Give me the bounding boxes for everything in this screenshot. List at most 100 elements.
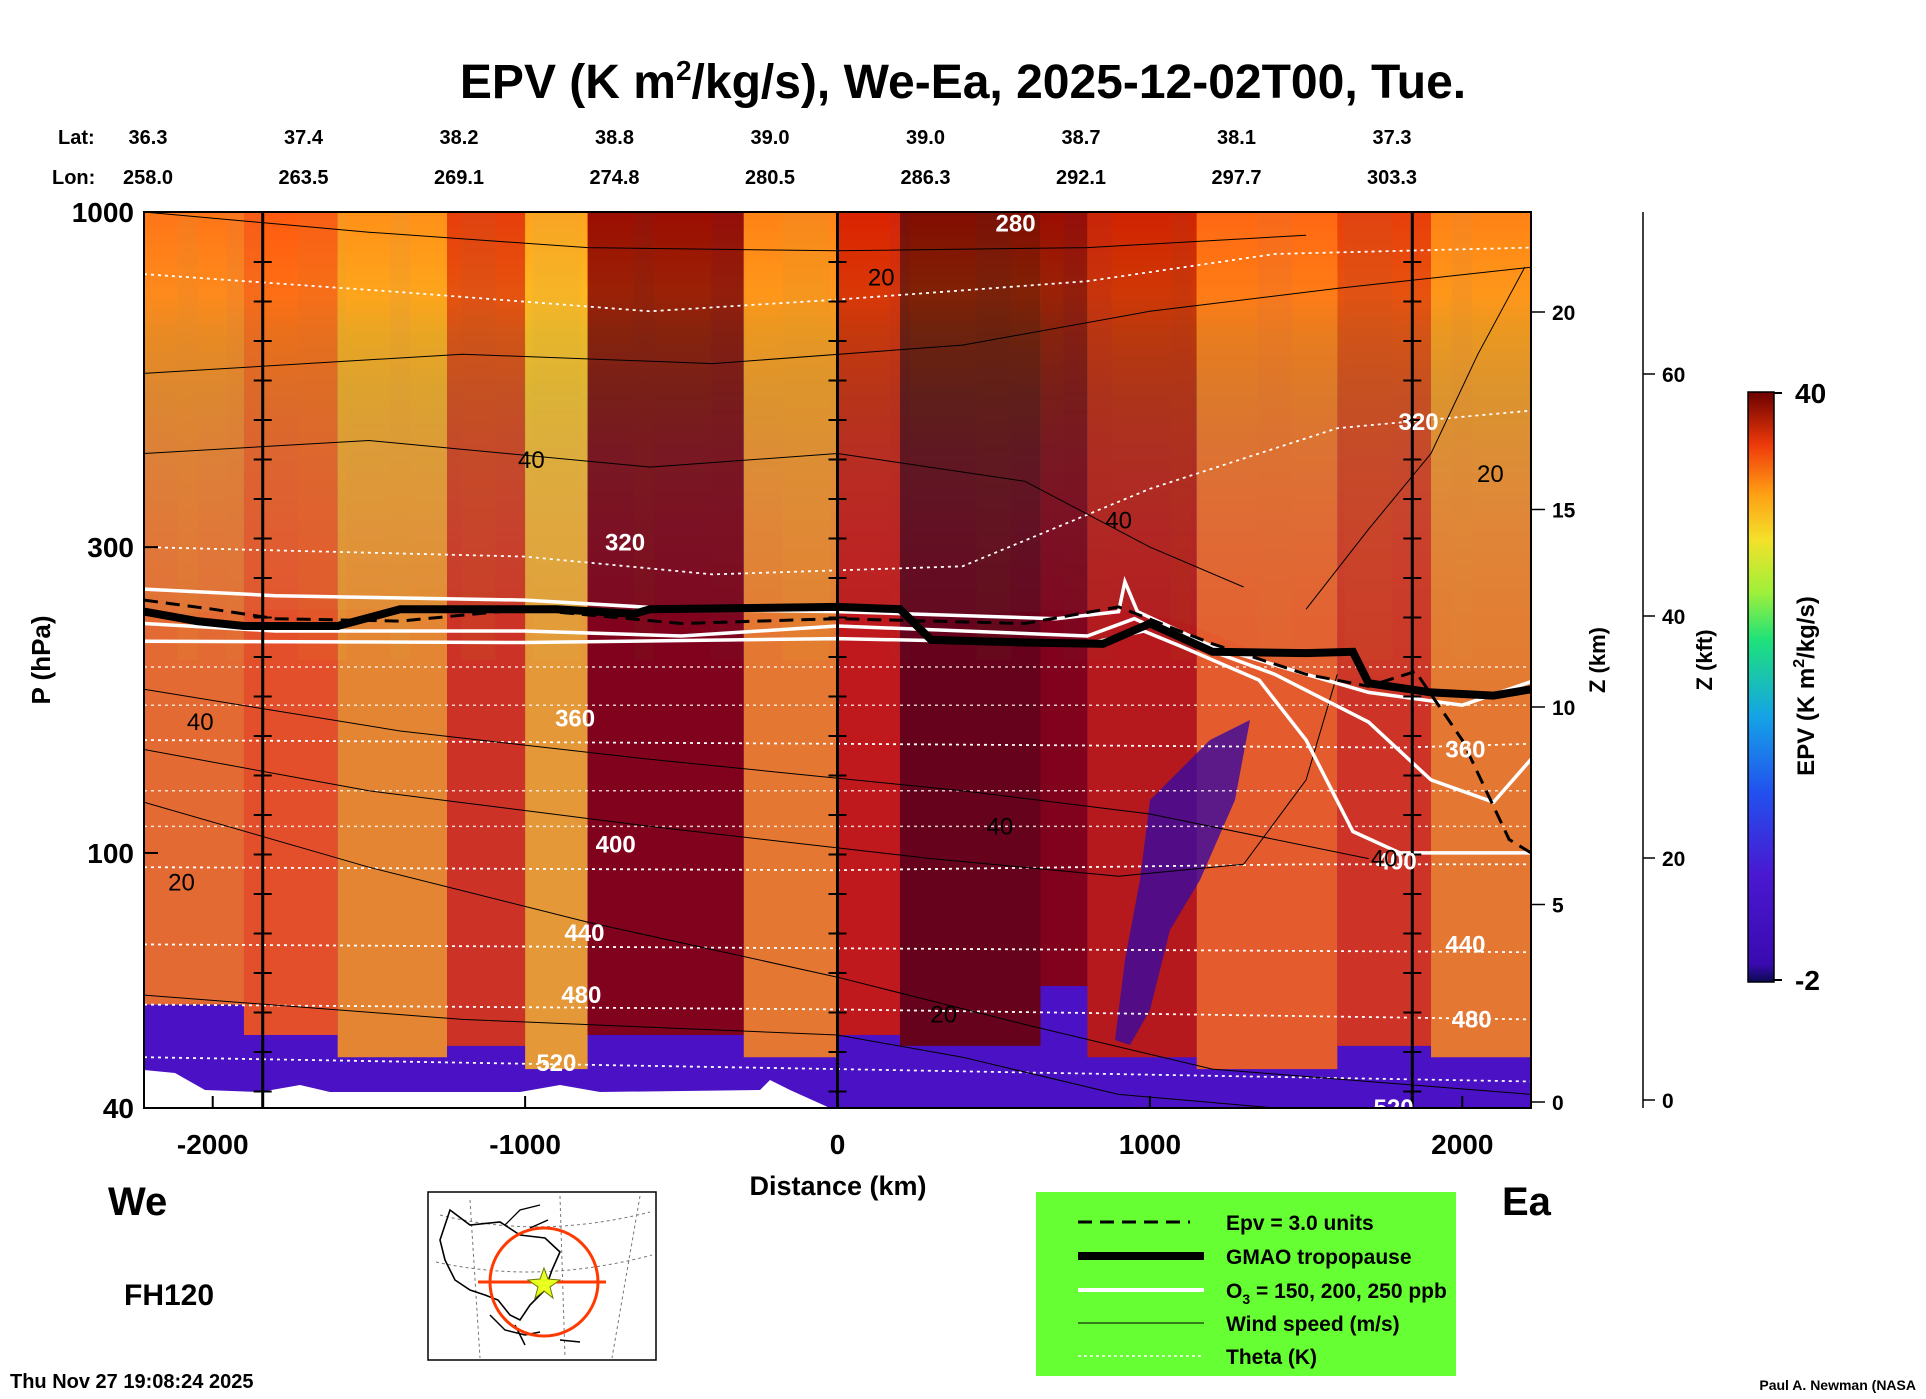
contour-label: 400 — [1377, 848, 1417, 875]
contour-label: 20 — [1477, 461, 1504, 488]
lat-value: 39.0 — [751, 127, 790, 149]
lat-row-label: Lat: — [58, 127, 95, 149]
x-axis-label: Distance (km) — [749, 1171, 926, 1201]
lon-value: 286.3 — [900, 167, 950, 189]
lon-value: 292.1 — [1056, 167, 1106, 189]
wind-speed-line — [144, 994, 1531, 1108]
epv-3-unit-line — [144, 598, 1531, 855]
contour-label: 40 — [518, 447, 545, 474]
contour-label: 480 — [561, 982, 601, 1009]
lon-value: 258.0 — [123, 167, 173, 189]
colorbar-max-label: 40 — [1795, 378, 1826, 409]
contour-label: 440 — [1445, 931, 1485, 958]
epv-band-segment — [1431, 212, 1531, 1058]
lon-value: 269.1 — [434, 167, 484, 189]
z-km-tick-label: 5 — [1552, 895, 1564, 918]
high-epv-band — [144, 212, 1531, 1070]
z-kft-tick-label: 0 — [1662, 1090, 1674, 1113]
legend-item-tropopause: GMAO tropopause — [1078, 1246, 1412, 1269]
lon-value: 280.5 — [745, 167, 795, 189]
epv-band-segment — [144, 212, 244, 1005]
x-tick-label: -2000 — [177, 1129, 249, 1160]
lat-value: 38.2 — [440, 127, 479, 149]
lat-value: 38.8 — [595, 127, 634, 149]
contour-label: 40 — [1105, 508, 1132, 535]
east-label: Ea — [1502, 1180, 1552, 1224]
contour-label: 280 — [996, 210, 1036, 237]
ozone-200-line — [144, 616, 1531, 805]
epv-band-segment — [1337, 212, 1432, 1046]
z-kft-axis-label: Z (kft) — [1692, 629, 1717, 690]
y-tick-label: 1000 — [72, 197, 134, 228]
z-km-tick-label: 15 — [1552, 500, 1576, 523]
lon-value: 263.5 — [278, 167, 328, 189]
lon-value: 297.7 — [1211, 167, 1261, 189]
x-tick-label: -1000 — [489, 1129, 561, 1160]
contour-label: 320 — [605, 530, 645, 557]
x-axis: -2000 -1000 0 1000 2000 — [177, 1096, 1493, 1160]
x-tick-label: 0 — [830, 1129, 846, 1160]
vertical-reference-lines — [253, 212, 1422, 1108]
lon-value: 274.8 — [589, 167, 639, 189]
forecast-hour: FH120 — [124, 1279, 214, 1312]
dark-plume — [1115, 720, 1250, 1045]
svg-text:O3 = 150, 200, 250 ppb: O3 = 150, 200, 250 ppb — [1226, 1280, 1447, 1307]
lon-row-label: Lon: — [52, 167, 95, 189]
credit: Paul A. Newman (NASA — [1759, 1377, 1916, 1393]
contour-label: 20 — [930, 1001, 957, 1028]
lat-value: 36.3 — [129, 127, 168, 149]
wind-speed-line — [1305, 266, 1526, 610]
lat-value: 37.4 — [284, 127, 324, 149]
legend-item-ozone: O3 = 150, 200, 250 ppb — [1078, 1280, 1447, 1307]
colorbar-label: EPV (K m2/kg/s) — [1791, 596, 1820, 776]
epv-band-segment — [1196, 212, 1338, 1070]
contour-label: 440 — [564, 920, 604, 947]
epv-band-segment — [1040, 212, 1088, 987]
contour-label: 20 — [168, 869, 195, 896]
wind-speed-line — [144, 674, 1338, 877]
wind-speed-line — [144, 212, 1307, 252]
wind-speed-line — [144, 688, 1369, 860]
west-label: We — [108, 1180, 167, 1224]
epv-band-segment — [743, 212, 838, 1058]
contour-label: 40 — [987, 813, 1014, 840]
lat-lon-header: 36.3 258.0 37.4 263.5 38.2 269.1 38.8 274.8 39.0… — [123, 127, 1417, 189]
lat-value: 38.7 — [1062, 127, 1101, 149]
theta-line — [144, 863, 1531, 872]
contour-label: 360 — [555, 706, 595, 733]
z-kft-tick-label: 40 — [1662, 606, 1685, 629]
z-km-axis-label: Z (km) — [1585, 627, 1610, 693]
ozone-150-line — [144, 629, 1531, 855]
svg-text:GMAO tropopause: GMAO tropopause — [1226, 1246, 1412, 1269]
svg-text:Epv = 3.0 units: Epv = 3.0 units — [1226, 1212, 1374, 1235]
contour-label: 520 — [536, 1050, 576, 1077]
legend-item-theta: Theta (K) — [1078, 1346, 1317, 1369]
legend-item-epv: Epv = 3.0 units — [1078, 1212, 1374, 1235]
z-km-tick-label: 10 — [1552, 697, 1575, 720]
contour-label: 20 — [868, 265, 895, 292]
colorbar — [1747, 391, 1775, 983]
theta-line — [144, 739, 1531, 749]
ozone-250-line — [144, 575, 1531, 707]
z-km-tick-label: 0 — [1552, 1092, 1564, 1115]
svg-text:Wind speed (m/s): Wind speed (m/s) — [1226, 1313, 1400, 1336]
z-kft-tick-label: 60 — [1662, 364, 1685, 387]
location-inset-map — [427, 1191, 657, 1361]
epv-band-segment — [447, 212, 526, 1046]
epv-band-segment — [837, 212, 900, 1035]
chart-title: EPV (K m2/kg/s), We-Ea, 2025-12-02T00, T… — [460, 55, 1466, 109]
x-tick-label: 1000 — [1119, 1129, 1181, 1160]
z-km-tick-label: 20 — [1552, 302, 1575, 325]
theta-line — [144, 409, 1531, 576]
legend-item-wind: Wind speed (m/s) — [1078, 1313, 1400, 1336]
y-axis-label: P (hPa) — [26, 615, 56, 704]
y-tick-label: 300 — [87, 532, 134, 563]
contour-label: 40 — [187, 709, 214, 736]
lat-value: 38.1 — [1217, 127, 1256, 149]
y-tick-label: 100 — [87, 838, 134, 869]
colorbar-min-label: -2 — [1795, 965, 1820, 996]
y-axis-pressure: 40 100 300 1000 — [72, 197, 158, 1124]
contour-label: 320 — [1399, 409, 1439, 436]
y-tick-label: 40 — [103, 1093, 134, 1124]
surface-below-ground — [144, 1070, 830, 1108]
